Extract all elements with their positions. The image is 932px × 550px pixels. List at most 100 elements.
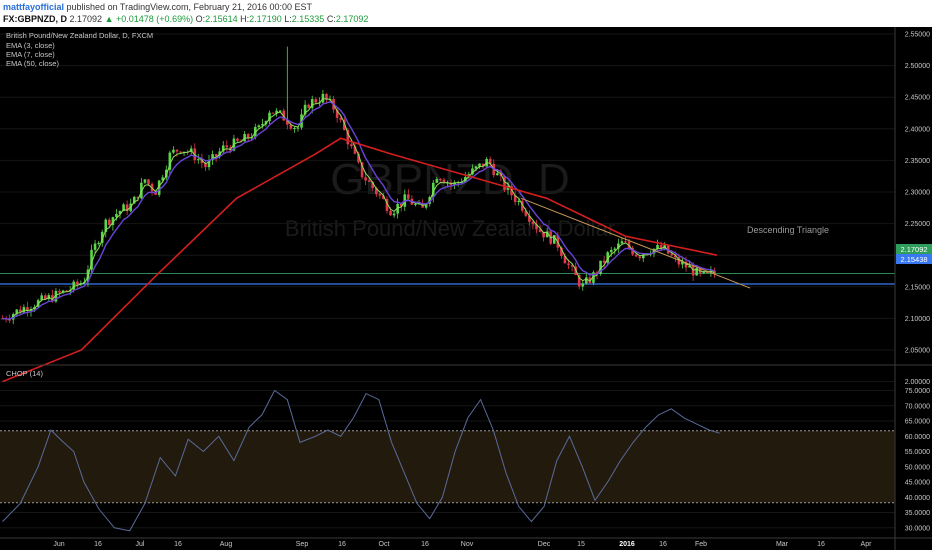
candle-body [168, 152, 172, 170]
support-badge: 2.15438 [896, 254, 932, 264]
candle-body [93, 243, 97, 250]
close-label: C: [326, 14, 336, 24]
candle-body [26, 307, 29, 312]
candle-body [278, 110, 282, 112]
candle-body [115, 213, 118, 218]
candle-body [164, 169, 168, 178]
legend-ema7[interactable]: EMA (7, close) [6, 50, 55, 59]
candle-body [364, 177, 367, 181]
candle-body [175, 149, 179, 152]
candle-body [595, 272, 599, 274]
candle-body [439, 178, 442, 180]
candle-body [157, 180, 161, 195]
candle-body [695, 268, 698, 276]
candle-body [339, 117, 343, 120]
candle-body [264, 121, 268, 125]
candle-body [118, 211, 122, 214]
candle-body [54, 290, 58, 302]
candle-body [577, 275, 581, 287]
legend-ema50[interactable]: EMA (50, close) [6, 59, 59, 68]
candle-body [613, 248, 617, 250]
candle-body [389, 210, 392, 216]
candle-body [367, 180, 371, 182]
candle-body [599, 260, 602, 274]
candle-body [43, 295, 47, 300]
open-label: O: [195, 14, 206, 24]
price-badge: 2.17092 [896, 244, 932, 254]
high-value: 2.17190 [249, 14, 282, 24]
candle-body [15, 309, 19, 315]
price-badge-text: 2.17092 [900, 245, 927, 254]
candle-body [197, 159, 200, 161]
time-tick-label: Mar [776, 541, 789, 548]
candle-body [677, 257, 681, 265]
legend-title: British Pound/New Zealand Dollar, D, FXC… [6, 31, 153, 40]
candle-body [100, 231, 104, 243]
watermark-name: British Pound/New Zealand Dollar [285, 216, 615, 241]
candle-body [325, 93, 328, 100]
time-tick-label: 16 [338, 541, 346, 548]
chop-tick-label: 35.0000 [905, 510, 930, 517]
candle-body [634, 254, 638, 257]
time-tick-label: Oct [379, 541, 390, 548]
chop-range-band [0, 430, 895, 503]
candle-body [346, 130, 350, 145]
time-tick-label: Sep [296, 541, 309, 548]
time-tick-label: Dec [538, 541, 551, 548]
candle-body [350, 144, 353, 147]
candle-body [563, 255, 567, 264]
candle-body [353, 146, 357, 154]
candle-body [574, 266, 577, 276]
candle-body [524, 210, 528, 216]
legend-ema3[interactable]: EMA (3, close) [6, 41, 55, 50]
candle-body [378, 194, 382, 196]
candle-body [200, 159, 204, 164]
candle-body [296, 127, 300, 129]
candle-body [385, 199, 389, 211]
chop-tick-label: 75.0000 [905, 388, 930, 395]
candle-body [172, 149, 175, 153]
candle-body [271, 112, 275, 114]
candle-body [581, 283, 585, 287]
candle-body [706, 271, 709, 273]
legend: British Pound/New Zealand Dollar, D, FXC… [6, 31, 153, 378]
support-badge-text: 2.15438 [900, 255, 927, 264]
candle-body [588, 277, 592, 283]
price-tick-label: 2.05000 [905, 348, 930, 355]
time-tick-label: 2016 [619, 541, 635, 548]
triangle-annotation: Descending Triangle [747, 225, 829, 235]
candle-body [656, 245, 659, 249]
candle-body [104, 219, 108, 232]
descending-trendline [521, 197, 751, 289]
candle-body [303, 104, 307, 115]
candle-body [40, 295, 43, 301]
candle-body [585, 277, 588, 284]
time-tick-label: 15 [577, 541, 585, 548]
legend-chop[interactable]: CHOP (14) [6, 369, 43, 378]
price-tick-label: 2.40000 [905, 126, 930, 133]
candle-body [631, 247, 634, 255]
candle-body [204, 163, 207, 168]
candle-body [268, 112, 271, 122]
candle-body [207, 160, 211, 168]
candle-body [471, 168, 474, 175]
candle-body [342, 119, 346, 131]
ema7-line [2, 101, 715, 320]
chop-tick-label: 70.0000 [905, 403, 930, 410]
price-tick-label: 2.30000 [905, 190, 930, 197]
candle-body [688, 265, 691, 268]
time-tick-label: Nov [461, 541, 474, 548]
chop-axis: 75.0000 70.0000 65.0000 60.0000 55.0000 50.00… [905, 388, 930, 532]
candle-body [147, 179, 150, 184]
candle-body [360, 162, 364, 178]
candle-body [620, 241, 624, 244]
price-tick-label: 2.15000 [905, 284, 930, 291]
chop-tick-label: 55.0000 [905, 449, 930, 456]
candle-body [674, 255, 677, 258]
chop-tick-label: 40.0000 [905, 495, 930, 502]
candle-body [357, 153, 360, 163]
time-tick-label: Jul [136, 541, 145, 548]
time-tick-label: Feb [695, 541, 707, 548]
author-link[interactable]: mattfayofficial [3, 2, 65, 12]
candle-body [132, 196, 136, 204]
